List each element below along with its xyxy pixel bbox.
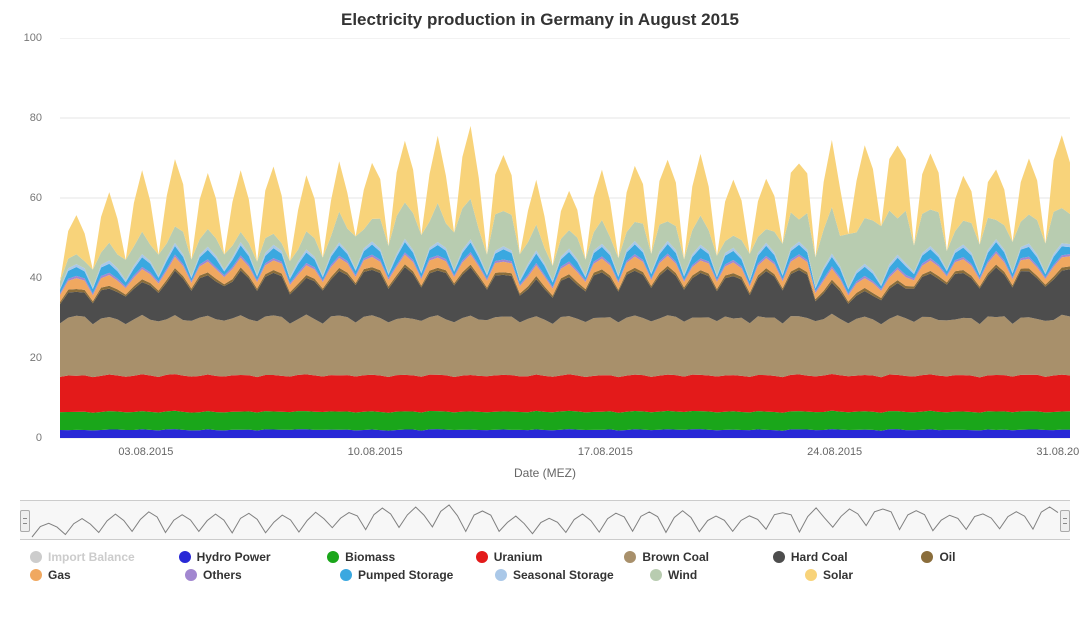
y-tick-label: 100 [12, 32, 42, 44]
legend-swatch [327, 551, 339, 563]
legend-label: Oil [939, 550, 955, 564]
legend-label: Others [203, 568, 242, 582]
legend-swatch [624, 551, 636, 563]
legend-item[interactable]: Wind [650, 568, 805, 582]
legend-label: Brown Coal [642, 550, 709, 564]
navigator-sparkline [20, 501, 1070, 541]
legend-label: Seasonal Storage [513, 568, 614, 582]
x-tick-label: 31.08.2015 [1036, 446, 1080, 458]
legend-swatch [773, 551, 785, 563]
legend-item[interactable]: Brown Coal [624, 550, 773, 564]
legend-label: Gas [48, 568, 71, 582]
x-tick-label: 17.08.2015 [578, 446, 633, 458]
x-tick-label: 03.08.2015 [118, 446, 173, 458]
navigator-handle-right[interactable] [1060, 510, 1070, 532]
legend-label: Solar [823, 568, 853, 582]
stacked-area-plot [20, 38, 1070, 478]
legend: Import Balance Hydro Power Biomass Uranium B… [20, 548, 1070, 584]
legend-label: Hydro Power [197, 550, 271, 564]
legend-swatch [185, 569, 197, 581]
legend-label: Biomass [345, 550, 395, 564]
legend-swatch [805, 569, 817, 581]
legend-swatch [179, 551, 191, 563]
range-navigator[interactable] [20, 500, 1070, 540]
legend-swatch [340, 569, 352, 581]
legend-swatch [495, 569, 507, 581]
x-axis-title: Date (MEZ) [514, 466, 576, 480]
legend-item[interactable]: Biomass [327, 550, 476, 564]
legend-item[interactable]: Oil [921, 550, 1070, 564]
legend-item[interactable]: Import Balance [30, 550, 179, 564]
y-tick-label: 0 [12, 432, 42, 444]
y-tick-label: 60 [12, 192, 42, 204]
legend-label: Wind [668, 568, 697, 582]
legend-item[interactable]: Solar [805, 568, 960, 582]
legend-swatch [650, 569, 662, 581]
y-tick-label: 40 [12, 272, 42, 284]
chart-title: Electricity production in Germany in Aug… [0, 0, 1080, 38]
legend-label: Pumped Storage [358, 568, 453, 582]
navigator-handle-left[interactable] [20, 510, 30, 532]
y-tick-label: 80 [12, 112, 42, 124]
legend-row: Gas Others Pumped Storage Seasonal Storage W… [20, 566, 1070, 584]
legend-swatch [30, 569, 42, 581]
legend-label: Uranium [494, 550, 543, 564]
legend-swatch [476, 551, 488, 563]
legend-item[interactable]: Others [185, 568, 340, 582]
legend-item[interactable]: Seasonal Storage [495, 568, 650, 582]
chart-area[interactable]: 020406080100 03.08.201510.08.201517.08.2… [20, 38, 1070, 468]
legend-item[interactable]: Hard Coal [773, 550, 922, 564]
legend-swatch [30, 551, 42, 563]
legend-label: Import Balance [48, 550, 135, 564]
legend-swatch [921, 551, 933, 563]
y-tick-label: 20 [12, 352, 42, 364]
x-tick-label: 24.08.2015 [807, 446, 862, 458]
legend-row: Import Balance Hydro Power Biomass Uranium B… [20, 548, 1070, 566]
legend-label: Hard Coal [791, 550, 848, 564]
x-tick-label: 10.08.2015 [348, 446, 403, 458]
legend-item[interactable]: Uranium [476, 550, 625, 564]
legend-item[interactable]: Hydro Power [179, 550, 328, 564]
legend-item[interactable]: Gas [30, 568, 185, 582]
legend-item[interactable]: Pumped Storage [340, 568, 495, 582]
